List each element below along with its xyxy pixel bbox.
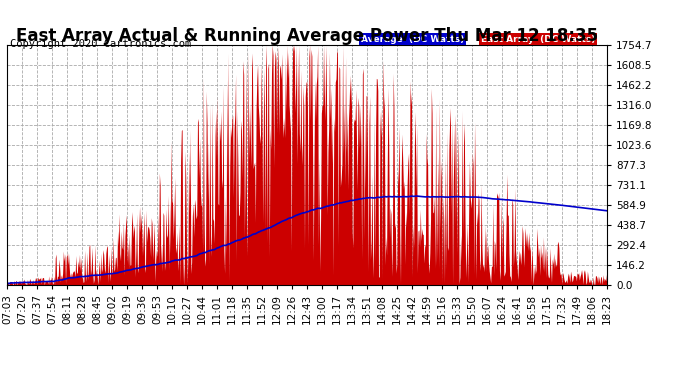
Text: East Array  (DC Watts): East Array (DC Watts) bbox=[481, 34, 595, 44]
Title: East Array Actual & Running Average Power Thu Mar 12 18:35: East Array Actual & Running Average Powe… bbox=[16, 27, 598, 45]
Text: Average  (DC Watts): Average (DC Watts) bbox=[361, 34, 464, 44]
Text: Copyright 2020 Cartronics.com: Copyright 2020 Cartronics.com bbox=[10, 39, 192, 50]
